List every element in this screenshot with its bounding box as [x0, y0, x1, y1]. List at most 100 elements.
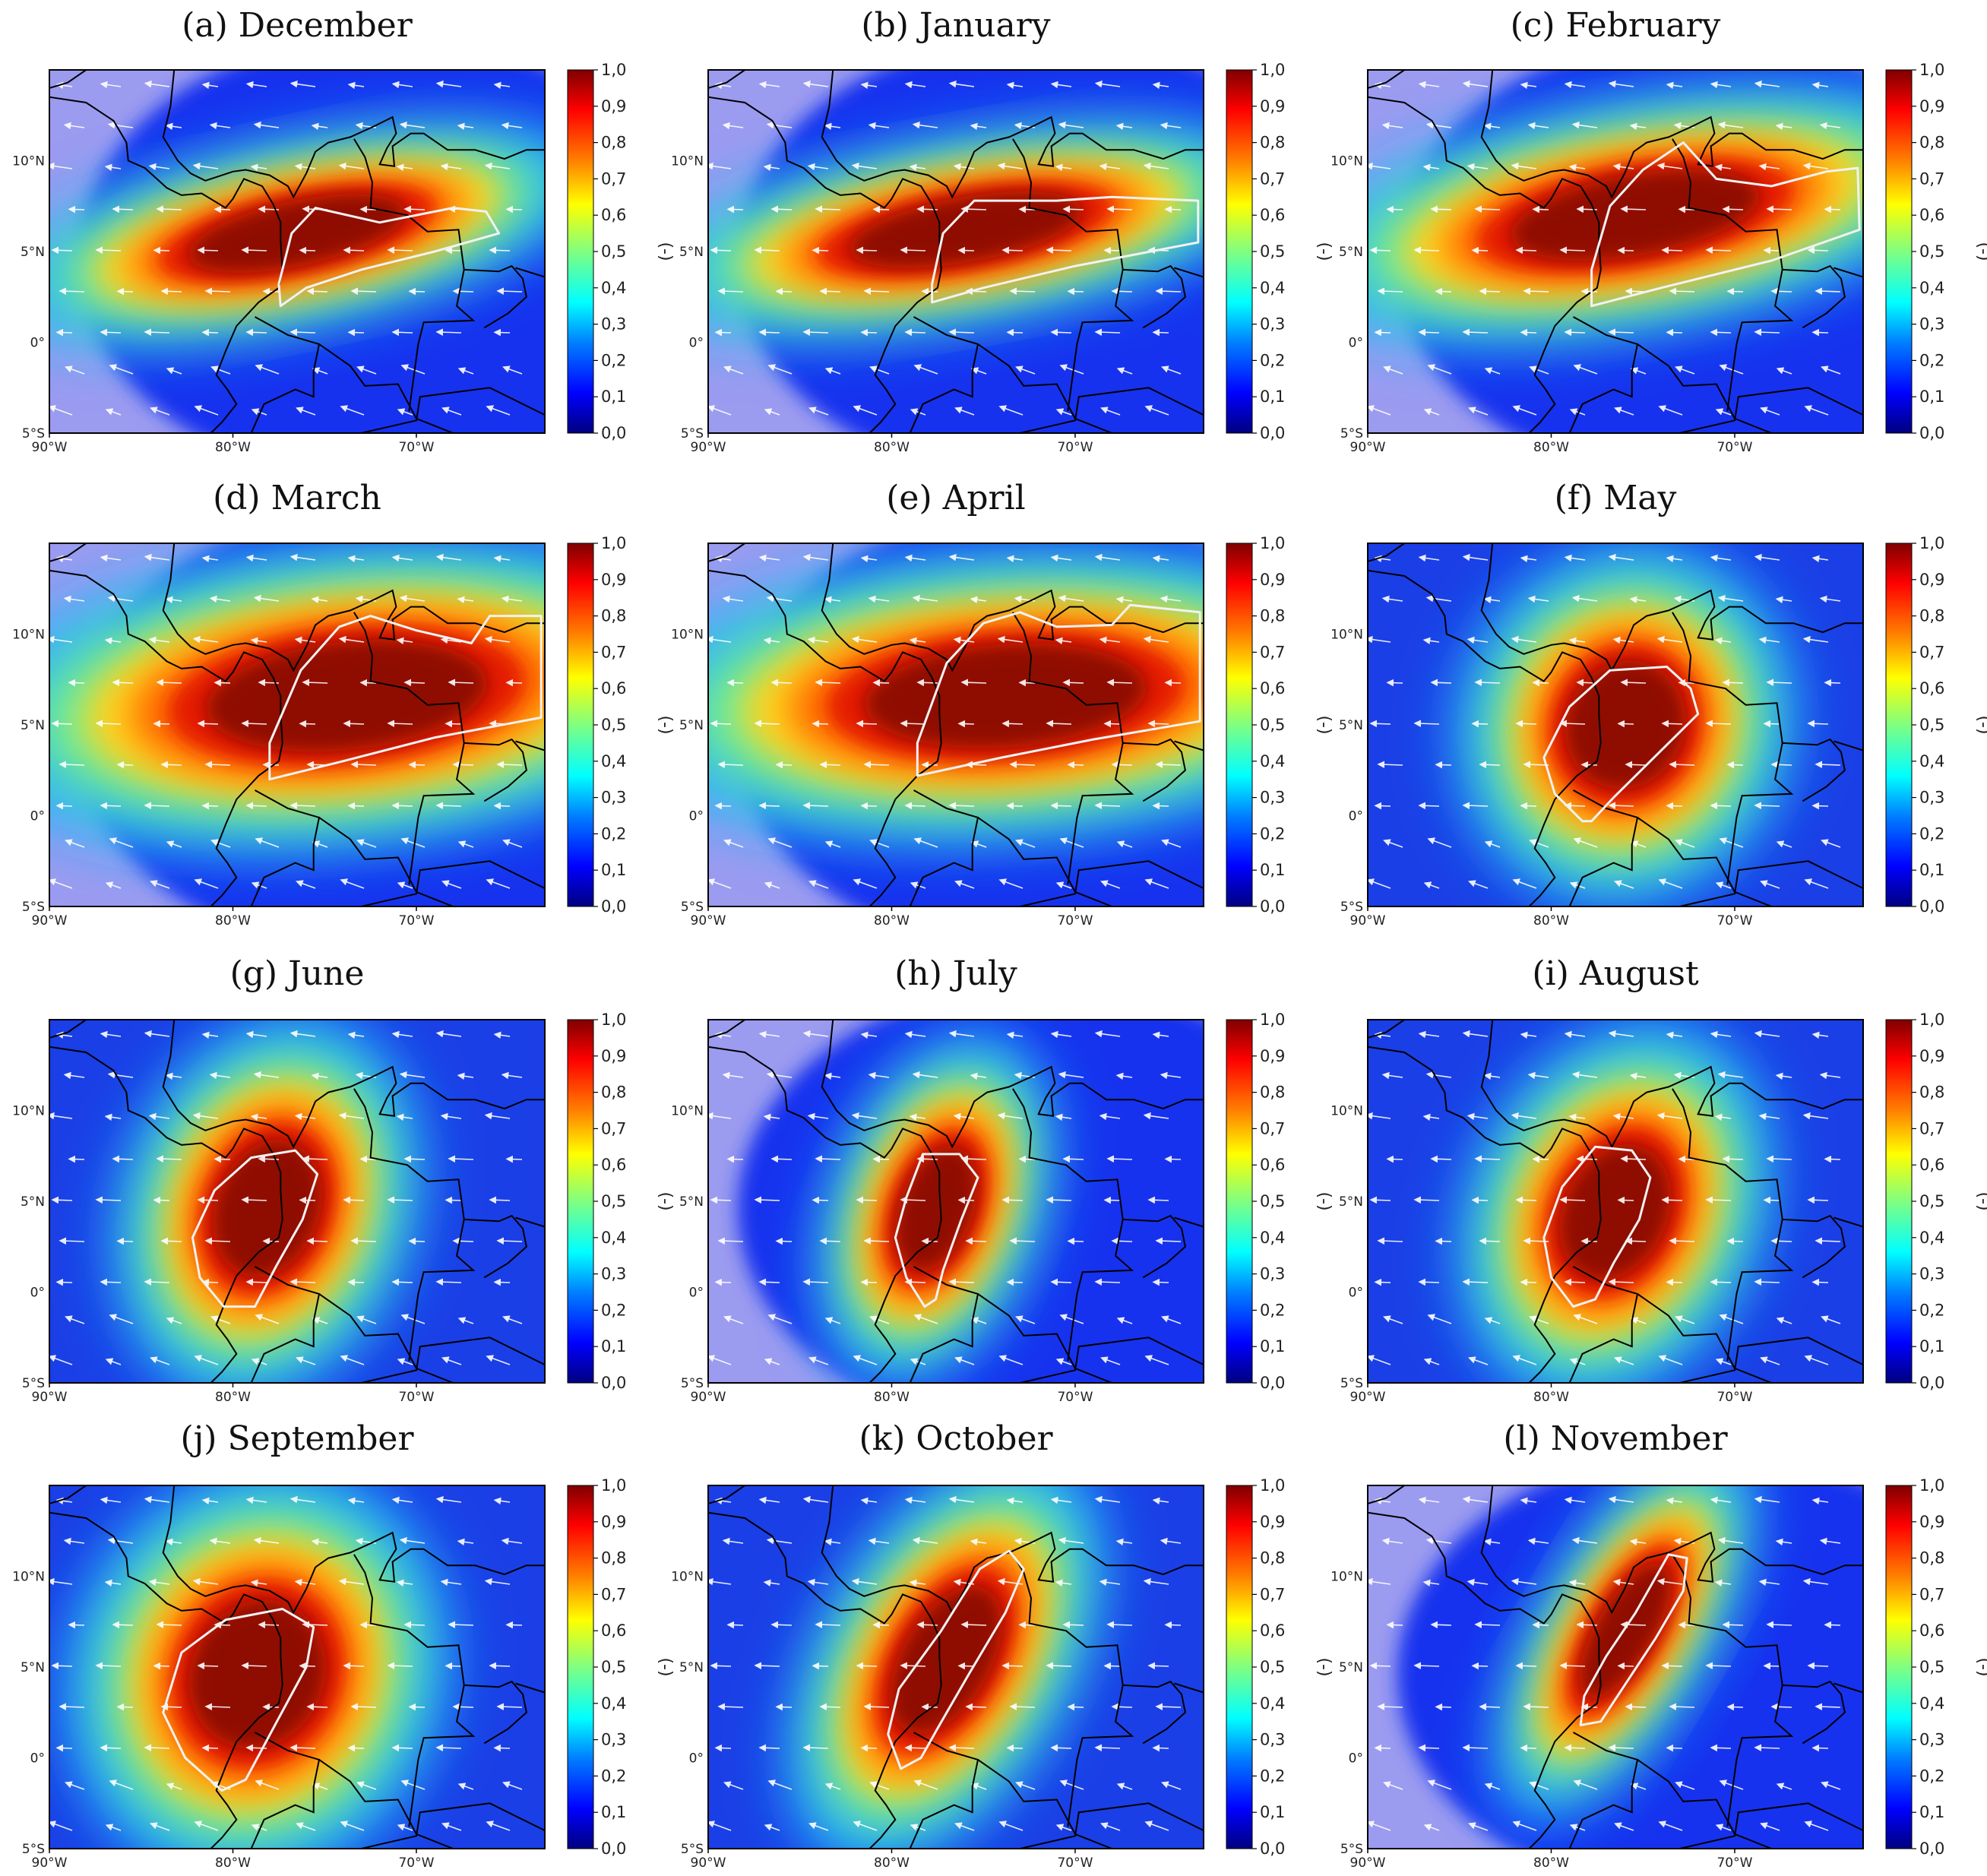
wind-arrows — [1368, 1030, 1841, 1365]
wind-arrow — [241, 246, 267, 254]
coastline — [162, 543, 545, 672]
coastline — [353, 612, 476, 885]
colorbar-tick-label: 0,2 — [1260, 351, 1285, 369]
wind-arrow — [1564, 802, 1586, 810]
coastline — [361, 1802, 545, 1849]
wind-arrow — [853, 1355, 878, 1365]
wind-arrow — [1666, 1031, 1683, 1039]
wind-arrow — [948, 553, 975, 562]
wind-arrow — [913, 1314, 938, 1324]
lat-tick-label: 5°S — [681, 1376, 704, 1391]
wind-arrow — [1802, 162, 1829, 170]
wind-arrow — [1483, 1538, 1501, 1546]
field-layer — [708, 1020, 1204, 1383]
wind-arrow — [1155, 287, 1182, 295]
wind-arrow — [109, 1314, 134, 1324]
wind-arrow — [851, 162, 878, 170]
wind-arrow — [819, 1237, 841, 1245]
colorbar-tick-label: 0,1 — [1260, 1803, 1285, 1821]
colorbar-tick-label: 0,1 — [601, 1337, 626, 1356]
wind-arrow — [253, 594, 280, 603]
colorbar-tick-label: 0,8 — [601, 1549, 626, 1568]
wind-arrow — [863, 287, 890, 295]
wind-arrow — [909, 637, 926, 645]
map-frame — [49, 1019, 546, 1384]
coastline — [1480, 1020, 1863, 1149]
wind-arrow — [1710, 1030, 1732, 1039]
wind-arrow — [311, 596, 328, 604]
wind-arrow — [710, 720, 732, 728]
wind-arrow — [49, 635, 73, 644]
wind-arrow — [210, 365, 231, 375]
colorbar-tick-label: 0,0 — [601, 1840, 626, 1858]
wind-arrow — [1754, 1278, 1780, 1286]
colorbar — [1226, 543, 1253, 907]
wind-arrow — [359, 679, 377, 687]
wind-arrow — [391, 81, 413, 89]
wind-arrow — [396, 1579, 413, 1587]
coastline — [708, 569, 942, 906]
colorbar-tick-label: 0,4 — [1919, 279, 1944, 297]
wind-arrow — [1710, 554, 1732, 562]
wind-arrow — [150, 1822, 170, 1831]
contour-line — [1579, 1553, 1688, 1726]
colorbar-label: (-) — [656, 1191, 675, 1210]
wind-arrow — [245, 802, 267, 810]
wind-arrow — [1058, 594, 1084, 603]
wind-arrow — [824, 122, 841, 131]
coastline — [1672, 138, 1794, 412]
wind-arrow — [1511, 162, 1537, 170]
colorbar-tick-label: 0,6 — [601, 679, 626, 698]
coastline — [49, 96, 283, 433]
lat-tick-label: 5°S — [22, 900, 45, 915]
contour-line — [931, 195, 1200, 304]
colorbar-tick-label: 0,0 — [601, 424, 626, 442]
wind-arrow — [397, 1824, 413, 1831]
wind-arrow — [1776, 840, 1792, 848]
wind-arrow — [107, 121, 134, 129]
wind-arrow — [808, 1356, 829, 1365]
wind-arrow — [356, 839, 377, 848]
map-panel: (k) October 90°W 80°W 70°W 10°N 5°N 0° 5°S 1,0 0,… — [671, 1419, 1334, 1871]
coastline — [708, 70, 745, 89]
wind-arrow — [815, 1621, 841, 1628]
wind-arrow — [1423, 881, 1440, 889]
coastline — [515, 1216, 545, 1252]
wind-arrow — [1418, 1278, 1440, 1286]
wind-arrow — [194, 1821, 219, 1831]
wind-arrow — [391, 328, 413, 337]
wind-arrow — [1368, 1112, 1391, 1120]
wind-arrow — [824, 840, 841, 848]
wind-arrow — [1620, 205, 1647, 213]
wind-arrow — [758, 802, 780, 810]
wind-arrow — [1722, 1621, 1744, 1629]
wind-arrow — [1573, 837, 1598, 848]
wind-arrow — [1675, 1781, 1695, 1790]
wind-arrows — [49, 553, 523, 889]
wind-arrow — [1819, 1071, 1841, 1080]
colorbar-tick-label: 0,2 — [601, 1767, 626, 1785]
wind-arrow — [1046, 720, 1072, 727]
wind-arrow — [1617, 720, 1634, 728]
colorbar-tick-label: 1,0 — [1260, 534, 1285, 552]
wind-arrow — [1758, 1578, 1780, 1587]
coastline — [708, 1485, 745, 1504]
wind-arrow — [912, 1536, 938, 1545]
coastline — [1672, 1088, 1794, 1362]
wind-arrow — [1520, 802, 1537, 810]
wind-arrow — [1811, 1278, 1829, 1286]
wind-arrow — [1564, 328, 1586, 337]
wind-arrow — [245, 81, 267, 89]
wind-arrow — [872, 1621, 890, 1629]
lon-tick-label: 90°W — [691, 1390, 726, 1405]
coastline — [1782, 738, 1846, 802]
lon-tick-label: 70°W — [1057, 440, 1093, 455]
field-layer — [1368, 543, 1863, 906]
coastline — [1568, 1732, 1639, 1849]
wind-arrow — [1515, 1196, 1537, 1204]
wind-arrow — [766, 1071, 793, 1079]
lon-tick-label: 90°W — [691, 913, 726, 929]
coastline — [250, 789, 321, 906]
wind-arrow — [441, 1356, 462, 1365]
colorbar-tick-label: 0,3 — [601, 789, 626, 807]
